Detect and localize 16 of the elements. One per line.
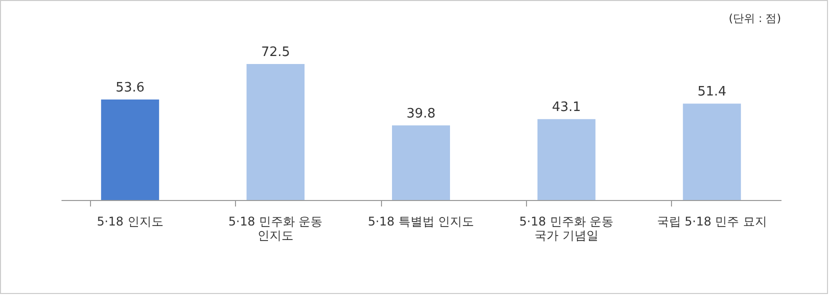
data-label: 53.6	[116, 80, 145, 96]
x-tick-label: 5·18 민주화 운동 국가 기념일	[519, 214, 614, 242]
x-tick-label: 5·18 인지도	[96, 214, 164, 228]
data-label: 39.8	[406, 106, 436, 122]
x-tick-label: 국립 5·18 민주 묘지	[656, 214, 767, 228]
data-label: 72.5	[261, 45, 290, 60]
bar	[537, 119, 596, 200]
bar	[101, 99, 160, 200]
bar	[392, 125, 450, 200]
text: (단위 : 점)	[728, 12, 781, 25]
data-label: 51.4	[697, 84, 726, 100]
bar	[246, 64, 305, 200]
x-tick-label: 5·18 민주화 운동 인지도	[228, 214, 323, 242]
bar	[682, 104, 741, 200]
data-label: 43.1	[552, 100, 581, 116]
x-tick-label: 5·18 특별법 인지도	[368, 214, 474, 228]
